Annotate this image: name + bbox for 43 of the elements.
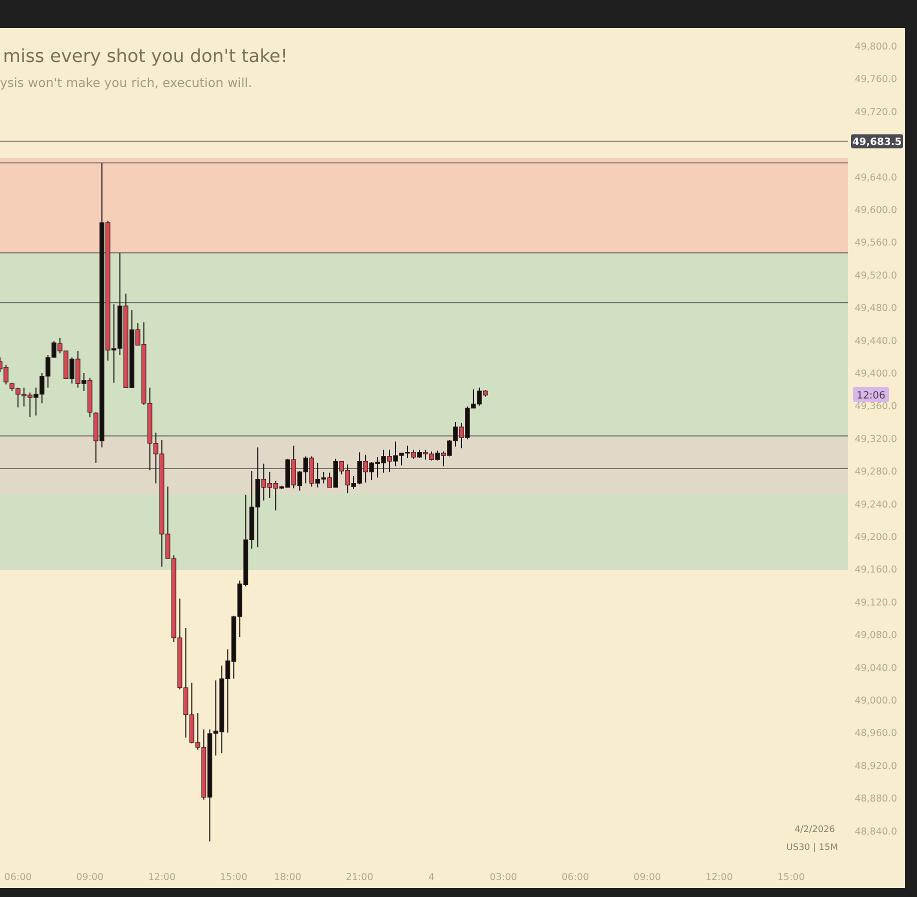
x-tick-label: 12:00 bbox=[148, 872, 176, 883]
x-tick-label: 21:00 bbox=[346, 872, 374, 883]
x-tick-label: 15:00 bbox=[777, 872, 805, 883]
x-tick-label: 18:00 bbox=[274, 872, 302, 883]
text: miss every shot you don't take! bbox=[3, 46, 288, 67]
y-tick-label: 48,960.0 bbox=[854, 728, 897, 740]
y-tick-label: 49,240.0 bbox=[854, 499, 897, 510]
y-tick-label: 49,480.0 bbox=[854, 303, 897, 314]
y-tick-label: 49,600.0 bbox=[854, 204, 897, 216]
annotation: 4/2/2026 bbox=[794, 825, 836, 835]
y-tick-label: 49,400.0 bbox=[854, 368, 897, 380]
x-tick-label: 06:00 bbox=[562, 872, 590, 883]
y-tick-label: 49,360.0 bbox=[854, 401, 897, 412]
text: 12:06 bbox=[856, 390, 886, 402]
text: ysis won't make you rich, execution will. bbox=[0, 75, 252, 90]
x-tick-label: 06:00 bbox=[4, 872, 32, 883]
y-tick-label: 48,840.0 bbox=[854, 826, 897, 838]
y-tick-label: 49,000.0 bbox=[854, 695, 897, 706]
x-tick-label: 12:00 bbox=[705, 872, 733, 883]
y-tick-label: 49,520.0 bbox=[854, 270, 897, 282]
y-tick-label: 49,640.0 bbox=[854, 172, 897, 184]
y-tick-label: 49,320.0 bbox=[854, 434, 897, 445]
y-tick-label: 49,560.0 bbox=[854, 238, 897, 249]
y-tick-label: 49,120.0 bbox=[854, 597, 897, 608]
y-tick-label: 49,720.0 bbox=[854, 106, 897, 118]
x-tick-label: 03:00 bbox=[490, 872, 518, 883]
y-tick-label: 49,280.0 bbox=[854, 466, 897, 478]
y-tick-label: 49,800.0 bbox=[854, 41, 897, 52]
y-tick-label: 49,040.0 bbox=[854, 662, 897, 674]
y-tick-label: 49,200.0 bbox=[854, 532, 897, 543]
y-tick-label: 48,920.0 bbox=[854, 760, 897, 772]
annotation: US30 | 15M bbox=[786, 843, 838, 853]
candlestick bbox=[4, 364, 8, 385]
y-tick-label: 49,440.0 bbox=[854, 336, 897, 347]
y-tick-label: 49,080.0 bbox=[854, 630, 897, 642]
x-tick-label: 15:00 bbox=[220, 872, 248, 883]
x-tick-label: 09:00 bbox=[76, 872, 104, 883]
x-tick-label: 09:00 bbox=[634, 872, 661, 883]
x-tick-label: 4 bbox=[428, 872, 435, 883]
y-tick-label: 49,760.0 bbox=[854, 74, 897, 86]
ref-line-label: 49,683.5 bbox=[852, 137, 902, 148]
y-tick-label: 48,880.0 bbox=[854, 794, 897, 805]
y-tick-label: 49,160.0 bbox=[854, 564, 897, 576]
